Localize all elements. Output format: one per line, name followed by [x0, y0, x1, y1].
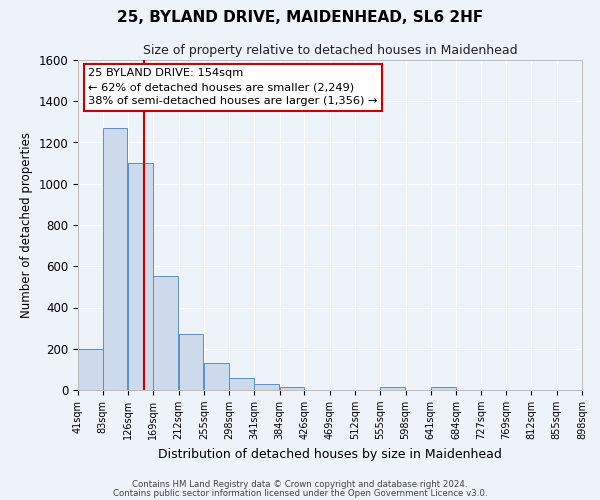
Bar: [254, 384, 279, 390]
Text: 25, BYLAND DRIVE, MAIDENHEAD, SL6 2HF: 25, BYLAND DRIVE, MAIDENHEAD, SL6 2HF: [117, 10, 483, 25]
Bar: [78, 349, 103, 390]
Text: Contains public sector information licensed under the Open Government Licence v3: Contains public sector information licen…: [113, 489, 487, 498]
Bar: [204, 363, 229, 390]
Bar: [380, 387, 405, 390]
Text: Contains HM Land Registry data © Crown copyright and database right 2024.: Contains HM Land Registry data © Crown c…: [132, 480, 468, 489]
Bar: [431, 387, 455, 390]
Text: 25 BYLAND DRIVE: 154sqm
← 62% of detached houses are smaller (2,249)
38% of semi: 25 BYLAND DRIVE: 154sqm ← 62% of detache…: [88, 68, 377, 106]
Bar: [128, 163, 152, 390]
Title: Size of property relative to detached houses in Maidenhead: Size of property relative to detached ho…: [143, 44, 517, 58]
Bar: [153, 276, 178, 390]
X-axis label: Distribution of detached houses by size in Maidenhead: Distribution of detached houses by size …: [158, 448, 502, 460]
Bar: [229, 378, 254, 390]
Bar: [280, 387, 304, 390]
Y-axis label: Number of detached properties: Number of detached properties: [20, 132, 33, 318]
Bar: [103, 128, 127, 390]
Bar: [179, 334, 203, 390]
